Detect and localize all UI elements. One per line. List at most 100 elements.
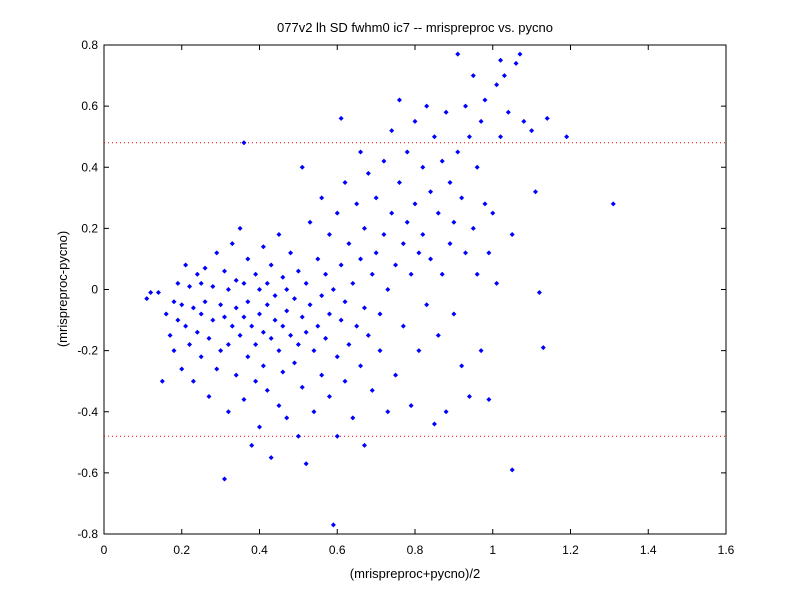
data-point xyxy=(361,305,367,311)
data-point xyxy=(334,433,340,439)
data-point xyxy=(210,283,216,289)
data-point xyxy=(198,354,204,360)
data-point xyxy=(373,195,379,201)
data-point xyxy=(319,293,325,299)
data-point xyxy=(447,241,453,247)
data-point xyxy=(198,280,204,286)
data-point xyxy=(369,387,375,393)
data-point xyxy=(179,302,185,308)
data-point xyxy=(505,109,511,115)
data-point xyxy=(358,149,364,155)
data-point xyxy=(338,115,344,121)
data-point xyxy=(222,268,228,274)
data-point xyxy=(311,409,317,415)
data-point xyxy=(412,201,418,207)
data-point xyxy=(315,323,321,329)
data-point xyxy=(358,363,364,369)
data-point xyxy=(218,302,224,308)
data-point xyxy=(183,323,189,329)
data-point xyxy=(533,189,539,195)
data-point xyxy=(233,277,239,283)
data-point xyxy=(459,363,465,369)
data-point xyxy=(284,308,290,314)
data-point xyxy=(540,345,546,351)
data-point xyxy=(439,158,445,164)
data-point xyxy=(214,250,220,256)
data-point xyxy=(428,189,434,195)
data-point xyxy=(237,332,243,338)
data-point xyxy=(175,280,181,286)
data-point xyxy=(159,378,165,384)
data-point xyxy=(210,317,216,323)
data-point xyxy=(257,287,262,292)
data-point xyxy=(229,323,235,329)
y-tick-label: 0.8 xyxy=(81,38,98,52)
data-point xyxy=(361,225,367,231)
data-point xyxy=(443,409,449,415)
data-point xyxy=(435,332,441,338)
data-point xyxy=(478,348,484,354)
data-point xyxy=(486,250,492,256)
data-point xyxy=(144,296,150,302)
data-point xyxy=(389,128,395,134)
data-point xyxy=(214,366,220,372)
data-point xyxy=(346,241,352,247)
data-point xyxy=(280,323,286,329)
data-point xyxy=(513,60,519,66)
data-point xyxy=(276,348,282,354)
data-point xyxy=(447,180,453,186)
data-point xyxy=(245,299,251,305)
data-point xyxy=(412,118,418,124)
data-point xyxy=(536,290,542,296)
data-point xyxy=(354,201,360,207)
data-point xyxy=(431,134,437,140)
data-point xyxy=(610,201,616,207)
data-point xyxy=(373,250,379,256)
data-point xyxy=(389,210,395,216)
x-tick-label: 0.4 xyxy=(251,543,268,557)
data-point xyxy=(194,271,200,277)
y-tick-label: -0.6 xyxy=(77,466,98,480)
data-point xyxy=(268,262,274,268)
data-point xyxy=(326,311,332,317)
data-point xyxy=(253,342,259,348)
data-point xyxy=(202,265,208,271)
data-point xyxy=(311,348,317,354)
data-point xyxy=(365,332,371,338)
data-point xyxy=(175,317,181,323)
data-point xyxy=(400,241,406,247)
data-point xyxy=(190,305,196,311)
data-point xyxy=(420,231,426,237)
data-point xyxy=(233,372,239,378)
data-point xyxy=(509,231,515,237)
data-point xyxy=(416,250,422,256)
data-point xyxy=(420,164,426,170)
data-point xyxy=(295,342,301,348)
data-point xyxy=(190,378,196,384)
data-point xyxy=(400,323,406,329)
data-point xyxy=(323,271,329,277)
data-point xyxy=(179,366,185,372)
data-point xyxy=(303,461,309,467)
data-point xyxy=(241,140,247,146)
data-point xyxy=(466,134,472,140)
data-point xyxy=(272,317,278,323)
data-point xyxy=(377,311,383,317)
data-point xyxy=(408,403,414,409)
y-tick-label: 0.4 xyxy=(81,160,98,174)
data-point xyxy=(241,280,247,286)
x-tick-label: 0.8 xyxy=(407,543,424,557)
data-point xyxy=(455,51,461,57)
y-axis-label: (mrispreproc-pycno) xyxy=(55,231,70,347)
x-axis-label: (mrispreproc+pycno)/2 xyxy=(350,566,480,581)
data-points xyxy=(144,51,616,528)
data-point xyxy=(424,302,430,308)
data-point xyxy=(198,311,204,317)
data-point xyxy=(260,244,266,250)
data-point xyxy=(501,73,507,79)
data-point xyxy=(229,241,235,247)
data-point xyxy=(463,103,469,109)
data-point xyxy=(206,393,212,399)
data-point xyxy=(494,280,500,286)
data-point xyxy=(171,348,177,354)
